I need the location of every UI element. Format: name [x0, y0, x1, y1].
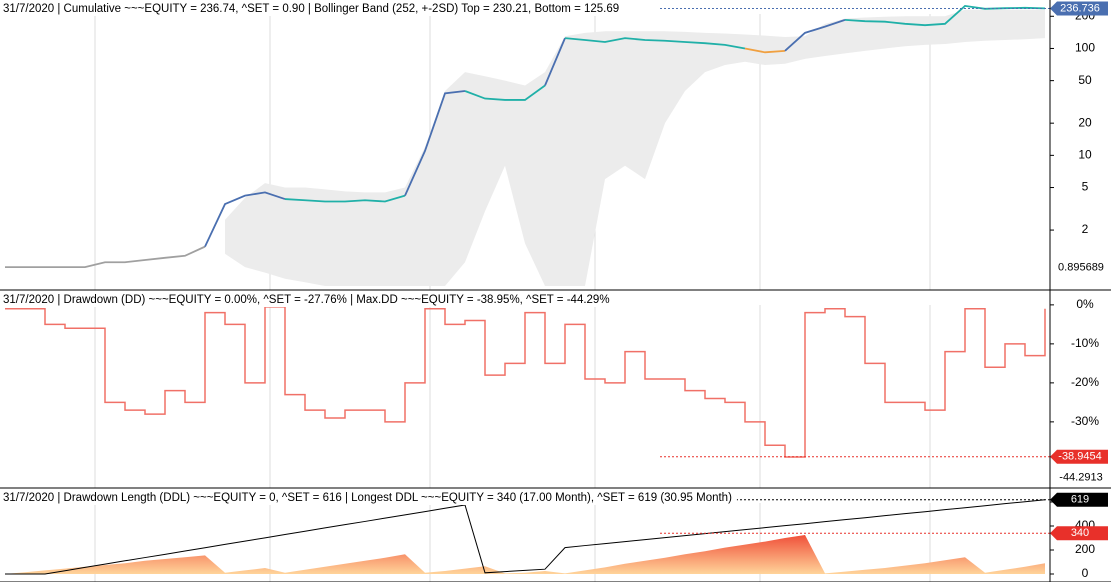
bollinger-band: [225, 9, 1045, 286]
marker-label: 236.736: [1060, 2, 1100, 14]
y-tick-label: 0%: [1076, 297, 1094, 311]
marker-label: -44.2913: [1059, 472, 1102, 484]
equity-line: [404, 90, 466, 196]
y-tick-label: 20: [1078, 115, 1092, 129]
y-tick-label: 10: [1078, 148, 1092, 162]
set-ddl-line: [5, 499, 1046, 575]
equity-line: [204, 191, 286, 248]
equity-line: [544, 37, 566, 86]
equity-line: [464, 84, 546, 101]
equity-line: [284, 194, 406, 203]
y-tick-label: 100: [1075, 41, 1095, 55]
y-tick-label: 2: [1082, 222, 1089, 236]
panel-title: 31/7/2020 | Drawdown Length (DDL) ~~~EQU…: [3, 492, 732, 504]
y-tick-label: -10%: [1071, 336, 1099, 350]
y-tick-label: -30%: [1071, 414, 1099, 428]
marker-label: 0.895689: [1058, 261, 1104, 273]
marker-box: [1050, 526, 1108, 541]
equity-line: [5, 245, 206, 269]
y-tick-label: 5: [1082, 180, 1089, 194]
y-tick-label: 50: [1078, 73, 1092, 87]
title-bg: [0, 292, 615, 307]
y-tick-label: -20%: [1071, 375, 1099, 389]
drawdown-line: [5, 306, 1046, 458]
title-bg: [0, 490, 737, 505]
equity-line: [844, 4, 1046, 27]
y-tick-label: 0: [1082, 566, 1089, 580]
marker-box: [1050, 1, 1108, 16]
ddl-area: [5, 535, 1045, 574]
equity-line: [564, 37, 746, 50]
equity-line: [784, 19, 846, 52]
marker-label: 619: [1071, 494, 1089, 506]
panel-title: 31/7/2020 | Drawdown (DD) ~~~EQUITY = 0.…: [3, 294, 610, 306]
title-bg: [0, 1, 625, 16]
marker-box: [1050, 449, 1108, 464]
marker-box: [1050, 492, 1108, 507]
equity-line: [744, 47, 786, 54]
y-tick-label: 200: [1075, 542, 1095, 556]
marker-label: 340: [1071, 527, 1089, 539]
marker-label: -38.9454: [1058, 451, 1101, 463]
panel-title: 31/7/2020 | Cumulative ~~~EQUITY = 236.7…: [3, 3, 619, 15]
